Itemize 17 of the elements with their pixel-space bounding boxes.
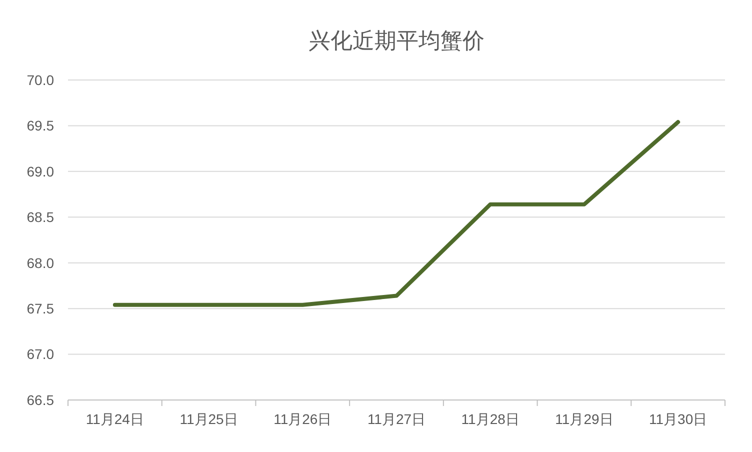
y-tick-label: 67.5 bbox=[26, 300, 54, 316]
x-tick-label: 11月24日 bbox=[86, 411, 144, 427]
x-tick-label: 11月27日 bbox=[367, 411, 426, 427]
x-tick-label: 11月29日 bbox=[555, 411, 614, 427]
y-tick-label: 69.0 bbox=[26, 163, 54, 180]
x-tick-label: 11月28日 bbox=[461, 411, 520, 427]
chart-title: 兴化近期平均蟹价 bbox=[308, 28, 484, 53]
x-tick-label: 11月30日 bbox=[649, 411, 708, 427]
y-tick-label: 68.0 bbox=[26, 254, 54, 271]
x-tick-label: 11月26日 bbox=[274, 411, 332, 427]
y-tick-label: 68.5 bbox=[26, 209, 54, 226]
line-series bbox=[112, 120, 680, 307]
y-tick-label: 67.0 bbox=[26, 346, 54, 362]
y-tick-label: 70.0 bbox=[26, 72, 54, 88]
x-tick-label: 11月25日 bbox=[180, 411, 238, 427]
y-tick-label: 69.5 bbox=[26, 118, 54, 134]
y-tick-label: 66.5 bbox=[26, 392, 54, 408]
